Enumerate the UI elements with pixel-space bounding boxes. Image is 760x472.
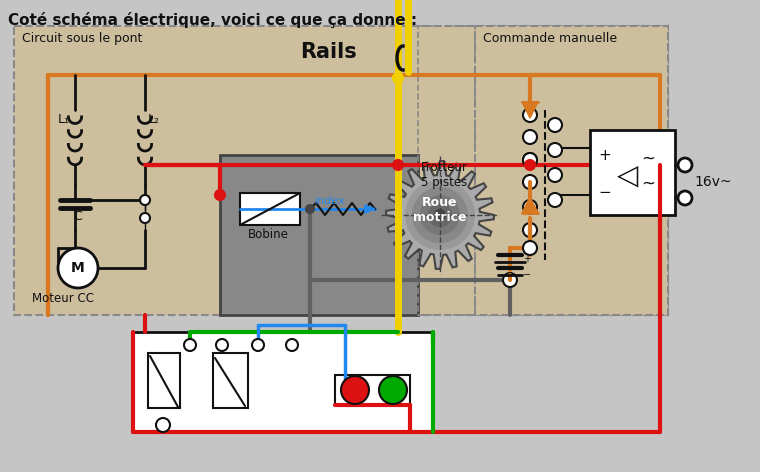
Text: Commande manuelle: Commande manuelle — [483, 32, 617, 45]
Polygon shape — [386, 161, 494, 269]
Circle shape — [156, 418, 170, 432]
Circle shape — [678, 191, 692, 205]
Bar — [335, 375, 410, 405]
Bar — [14, 26, 668, 315]
Circle shape — [435, 210, 445, 220]
Text: M: M — [71, 261, 85, 275]
Text: +: + — [598, 148, 611, 163]
Circle shape — [523, 130, 537, 144]
Text: ◁: ◁ — [617, 162, 638, 190]
Circle shape — [412, 187, 468, 243]
Text: L₁: L₁ — [58, 113, 70, 126]
Circle shape — [252, 339, 264, 351]
Circle shape — [523, 200, 537, 214]
Circle shape — [523, 153, 537, 167]
Circle shape — [184, 339, 196, 351]
Text: Bobine: Bobine — [248, 228, 289, 241]
Text: Rails: Rails — [300, 42, 356, 62]
Text: Coté schéma électrique, voici ce que ça donne :: Coté schéma électrique, voici ce que ça … — [8, 12, 417, 28]
Circle shape — [548, 168, 562, 182]
Bar — [590, 130, 675, 215]
Bar — [220, 155, 418, 315]
Circle shape — [306, 205, 314, 213]
Circle shape — [341, 376, 369, 404]
Circle shape — [428, 203, 452, 227]
Text: −: − — [598, 185, 611, 200]
Text: L₂: L₂ — [148, 113, 160, 126]
Polygon shape — [522, 197, 538, 213]
Circle shape — [503, 273, 517, 287]
Bar — [213, 353, 248, 408]
Text: Frotteur
5 pistes: Frotteur 5 pistes — [421, 161, 468, 189]
Circle shape — [523, 153, 537, 167]
Text: index: index — [315, 196, 346, 206]
Circle shape — [58, 248, 98, 288]
Circle shape — [393, 160, 403, 170]
Circle shape — [140, 213, 150, 223]
Circle shape — [286, 339, 298, 351]
Text: Circuit sous le pont: Circuit sous le pont — [22, 32, 142, 45]
Circle shape — [523, 223, 537, 237]
Text: Moteur CC: Moteur CC — [32, 292, 94, 305]
Circle shape — [393, 73, 403, 83]
Text: C: C — [74, 210, 82, 223]
Bar — [240, 193, 300, 225]
Bar — [133, 332, 433, 432]
Text: +: + — [523, 254, 531, 264]
Circle shape — [523, 175, 537, 189]
Circle shape — [523, 241, 537, 255]
Circle shape — [215, 190, 225, 200]
Text: ~: ~ — [641, 150, 655, 168]
Circle shape — [405, 180, 475, 250]
Circle shape — [548, 118, 562, 132]
Circle shape — [140, 195, 150, 205]
Circle shape — [216, 339, 228, 351]
Polygon shape — [522, 102, 538, 118]
Circle shape — [523, 108, 537, 122]
Bar — [148, 353, 180, 408]
Circle shape — [678, 158, 692, 172]
Circle shape — [548, 143, 562, 157]
Circle shape — [420, 195, 460, 235]
Bar — [475, 26, 668, 315]
Bar — [418, 26, 475, 315]
Text: ~: ~ — [641, 175, 655, 193]
Circle shape — [379, 376, 407, 404]
Text: −: − — [523, 270, 531, 280]
Circle shape — [525, 160, 535, 170]
Circle shape — [548, 193, 562, 207]
Text: 16v~: 16v~ — [694, 175, 732, 189]
Text: Roue
motrice: Roue motrice — [413, 196, 467, 224]
